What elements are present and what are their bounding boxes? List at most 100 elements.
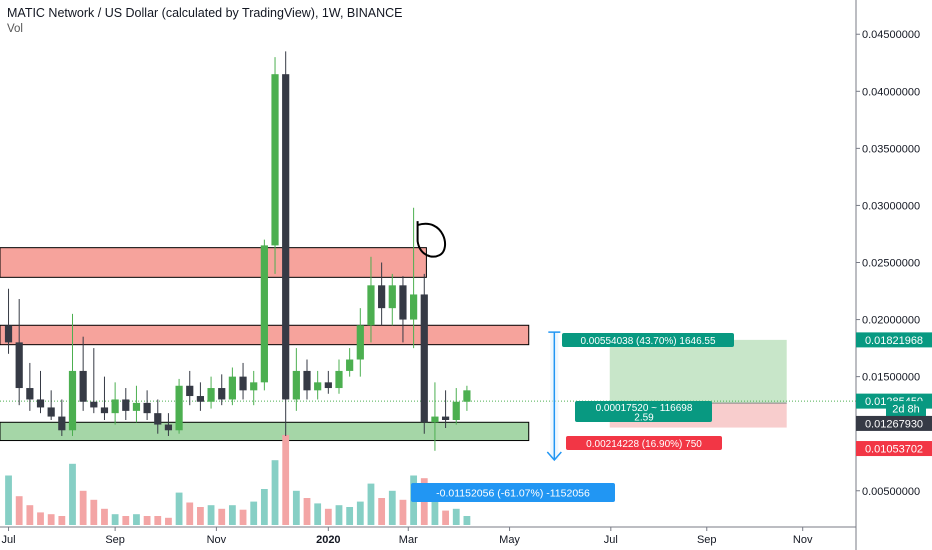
volume-bar <box>90 499 98 525</box>
entry-label-line2: 2.59 <box>634 413 654 424</box>
candle <box>196 396 205 402</box>
resistance-zone-upper[interactable] <box>0 247 427 278</box>
y-tick-label: 0.04500000 <box>862 29 920 41</box>
candle <box>218 388 226 400</box>
measure-label: -0.01152056 (-61.07%) -1152056 <box>436 488 590 500</box>
support-zone[interactable] <box>0 421 530 442</box>
candle <box>282 74 290 400</box>
candle <box>463 390 471 402</box>
x-tick-label: Jul <box>1 534 15 546</box>
volume-bar <box>303 498 311 525</box>
target-price-badge[interactable] <box>856 332 932 348</box>
target-label: 0.00554038 (43.70%) 1646.55 <box>580 336 716 347</box>
candle <box>250 382 258 391</box>
volume-bar <box>175 492 183 525</box>
volume-bar <box>378 498 386 525</box>
measure-arrow-icon <box>546 451 562 462</box>
candle <box>79 370 87 402</box>
volume-bar <box>15 496 23 525</box>
volume-bar <box>186 502 194 525</box>
stop-price-badge[interactable] <box>856 441 932 457</box>
x-tick-label: Nov <box>207 534 227 546</box>
x-tick-label: Jul <box>604 534 618 546</box>
candle <box>335 370 343 389</box>
target-price-badge-text: 0.01821968 <box>865 335 923 347</box>
volume-bar <box>282 435 290 525</box>
volume-bar <box>367 483 375 525</box>
candle <box>164 424 173 431</box>
volume-bar <box>111 514 119 525</box>
candle <box>26 388 34 400</box>
candle <box>314 382 322 391</box>
y-tick-label: 0.00500000 <box>862 486 920 498</box>
volume-bar <box>292 490 300 525</box>
profit-zone[interactable] <box>609 339 787 404</box>
volume-bar <box>101 508 108 525</box>
volume-bar <box>314 503 322 525</box>
volume-bar <box>207 505 215 525</box>
candle <box>271 74 279 246</box>
volume-bar <box>452 508 460 525</box>
candle <box>452 401 460 420</box>
candle <box>239 376 247 391</box>
stop-label-bg <box>566 436 722 450</box>
x-tick-label: Sep <box>105 534 125 546</box>
volume-bar <box>399 499 407 525</box>
candle <box>36 399 45 408</box>
chart-header: MATIC Network / US Dollar (calculated by… <box>7 5 403 37</box>
volume-bar <box>335 505 343 525</box>
x-tick-label: May <box>499 534 520 546</box>
stop-price-badge-text: 0.01053702 <box>865 444 923 456</box>
candle <box>132 402 141 411</box>
candle <box>292 370 300 400</box>
candle <box>378 285 386 309</box>
candle <box>175 385 183 431</box>
candle <box>367 285 375 326</box>
volume-bar <box>431 498 439 525</box>
volume-bar <box>442 510 449 525</box>
volume-bar <box>250 501 258 525</box>
hand-drawn-circle[interactable] <box>416 221 447 258</box>
volume-bar <box>463 516 471 525</box>
volume-bar <box>37 512 44 525</box>
y-tick-label: 0.03000000 <box>862 200 920 212</box>
countdown-badge[interactable] <box>886 401 926 417</box>
entry-price-badge[interactable] <box>856 415 932 431</box>
x-tick-label: 2020 <box>316 534 340 546</box>
volume-bar <box>260 489 268 525</box>
volume-bar <box>324 508 332 525</box>
y-tick-label: 0.03500000 <box>862 143 920 155</box>
volume-bar <box>47 514 55 525</box>
candle <box>388 285 396 309</box>
volume-bar <box>165 517 172 525</box>
y-tick-label: 0.02500000 <box>862 258 920 270</box>
candle <box>154 413 162 425</box>
volume-bar <box>122 516 130 525</box>
candle <box>186 385 194 397</box>
target-label-bg <box>562 333 734 347</box>
y-tick-label: 0.01500000 <box>862 372 920 384</box>
volume-bar <box>143 516 151 525</box>
entry-label-line1: 0.00017520 ~ 116698 <box>596 403 693 414</box>
candle <box>58 416 66 431</box>
chart-title: MATIC Network / US Dollar (calculated by… <box>7 6 403 20</box>
candle <box>47 407 55 417</box>
candle <box>100 407 109 414</box>
volume-indicator-label[interactable]: Vol <box>7 23 23 35</box>
candle <box>122 399 130 411</box>
volume-bar <box>58 516 66 525</box>
candle <box>399 285 407 320</box>
volume-bar <box>271 460 279 525</box>
stop-label: 0.00214228 (16.90%) 750 <box>586 439 702 450</box>
volume-bar <box>197 507 204 525</box>
candle <box>207 388 215 402</box>
volume-bar <box>154 516 162 525</box>
entry-label-bg <box>575 401 712 422</box>
volume-bar <box>228 505 236 525</box>
volume-bar <box>26 505 34 525</box>
volume-bar <box>388 490 396 525</box>
candle <box>346 359 354 371</box>
countdown-badge-text: 2d 8h <box>892 404 920 416</box>
volume-bar <box>69 463 76 525</box>
